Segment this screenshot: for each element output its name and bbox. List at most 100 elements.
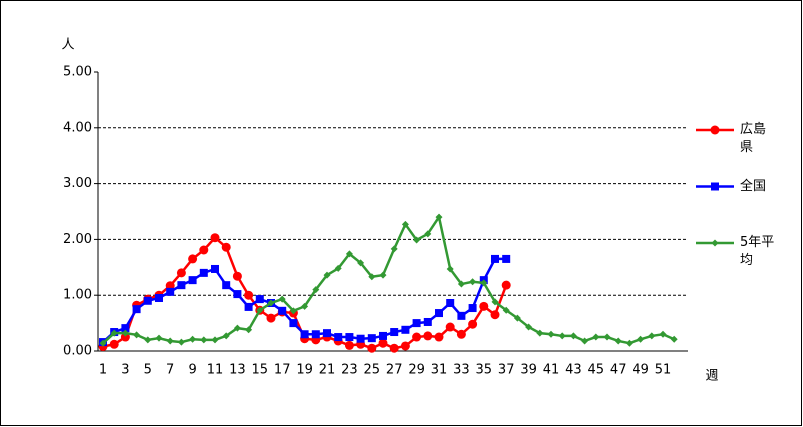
- point: [301, 302, 309, 310]
- point: [176, 268, 186, 278]
- x-tick-label: 19: [296, 363, 313, 378]
- point: [244, 302, 253, 311]
- point: [400, 341, 410, 351]
- point: [233, 290, 242, 299]
- x-tick-label: 5: [144, 363, 152, 378]
- point: [378, 338, 388, 348]
- point: [289, 307, 297, 315]
- point: [189, 335, 197, 343]
- point: [278, 306, 287, 315]
- point: [323, 271, 331, 279]
- point: [244, 290, 254, 300]
- point: [423, 331, 433, 341]
- point: [479, 301, 489, 311]
- point: [491, 254, 499, 263]
- point: [648, 332, 656, 340]
- x-tick-label: 15: [252, 363, 269, 378]
- point: [120, 332, 130, 342]
- x-tick-label: 37: [498, 363, 515, 378]
- x-tick-label: 27: [386, 363, 403, 378]
- point: [110, 329, 118, 337]
- point: [711, 182, 719, 191]
- point: [434, 332, 444, 342]
- legend-label: 広島県: [740, 122, 767, 155]
- point: [581, 337, 589, 345]
- point: [513, 314, 521, 322]
- point: [711, 239, 719, 247]
- point: [166, 287, 175, 296]
- point: [345, 333, 354, 342]
- x-tick-label: 21: [319, 363, 336, 378]
- point: [423, 317, 432, 326]
- point: [278, 295, 286, 303]
- x-tick-label: 1: [99, 363, 107, 378]
- legend-label: 全国: [740, 178, 767, 194]
- point: [468, 319, 478, 329]
- point: [109, 339, 119, 349]
- x-tick-label: 43: [565, 363, 582, 378]
- point: [637, 335, 645, 343]
- point: [188, 254, 198, 264]
- y-tick-label: 2.00: [63, 232, 92, 247]
- point: [210, 233, 220, 243]
- x-tick-label: 3: [121, 363, 129, 378]
- point: [357, 259, 365, 267]
- point: [558, 332, 566, 340]
- point: [536, 329, 544, 337]
- point: [199, 245, 209, 255]
- point: [211, 336, 219, 344]
- legend-label: 5年平均: [740, 235, 775, 268]
- point: [367, 343, 377, 353]
- point: [412, 319, 421, 328]
- point: [547, 330, 555, 338]
- x-tick-label: 31: [431, 363, 448, 378]
- x-tick-label: 13: [229, 363, 246, 378]
- point: [155, 293, 163, 302]
- point: [255, 295, 264, 304]
- y-tick-label: 5.00: [63, 65, 92, 80]
- x-tick-label: 33: [453, 363, 470, 378]
- point: [99, 339, 107, 347]
- x-tick-label: 51: [655, 363, 672, 378]
- point: [222, 332, 230, 340]
- point: [221, 242, 231, 252]
- point: [266, 313, 276, 323]
- point: [133, 331, 141, 339]
- point: [670, 335, 678, 343]
- point: [222, 281, 231, 290]
- x-tick-label: 49: [632, 363, 649, 378]
- point: [143, 296, 152, 305]
- point: [390, 245, 398, 253]
- x-tick-label: 39: [520, 363, 537, 378]
- point: [334, 333, 343, 342]
- point: [188, 276, 197, 285]
- point: [245, 326, 253, 334]
- point: [232, 271, 242, 281]
- x-tick-label: 9: [188, 363, 196, 378]
- x-tick-label: 7: [166, 363, 174, 378]
- point: [390, 328, 399, 337]
- point: [379, 271, 387, 279]
- x-tick-label: 25: [364, 363, 381, 378]
- point: [300, 330, 309, 339]
- x-tick-label: 29: [408, 363, 425, 378]
- y-tick-label: 1.00: [63, 288, 92, 303]
- point: [490, 310, 500, 320]
- point: [525, 323, 533, 331]
- point: [199, 268, 208, 277]
- x-tick-label: 23: [341, 363, 358, 378]
- point: [413, 236, 421, 244]
- y-tick-label: 3.00: [63, 176, 92, 191]
- point: [200, 336, 208, 344]
- point: [457, 311, 466, 320]
- point: [233, 324, 241, 332]
- point: [256, 306, 264, 314]
- series-line: [102, 213, 675, 345]
- point: [311, 330, 320, 339]
- y-axis-label: 人: [61, 38, 74, 53]
- point: [211, 264, 219, 273]
- point: [569, 332, 577, 340]
- point: [166, 337, 174, 345]
- x-tick-label: 41: [543, 363, 560, 378]
